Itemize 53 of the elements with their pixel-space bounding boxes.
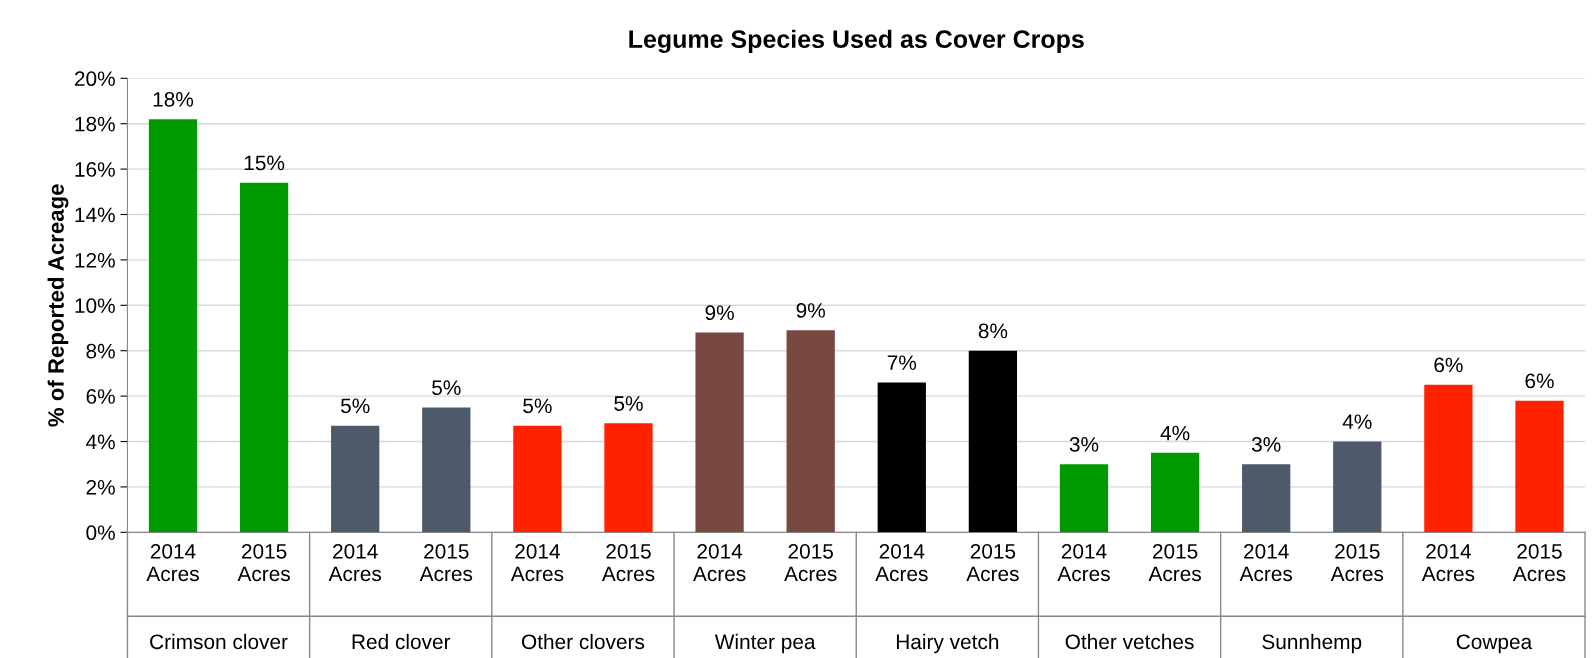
y-tick-label: 10% (75, 298, 115, 314)
y-tick-label: 8% (86, 343, 115, 359)
text: Other clovers (521, 633, 645, 650)
y-tick-label: 18% (75, 116, 115, 132)
x-tick-label: 2014 Acres (1057, 543, 1110, 582)
y-tick-label: 0% (86, 525, 115, 541)
y-tick-label: 2% (86, 479, 115, 495)
data-label: 3% (1251, 437, 1281, 452)
data-label: 9% (705, 305, 734, 321)
x-tick-label: 2015 Acres (1330, 543, 1384, 582)
x-tick-label: 2015 Acres (784, 543, 837, 582)
text: Sunnhemp (1262, 633, 1362, 654)
data-label: 5% (432, 380, 461, 396)
data-label: 5% (340, 398, 370, 414)
data-label: 5% (614, 396, 643, 411)
y-tick-label: 6% (86, 389, 115, 404)
text: Crimson clover (150, 633, 288, 650)
y-tick-label: 4% (86, 434, 115, 450)
y-tick-label: 16% (75, 162, 115, 177)
data-label: 9% (796, 303, 825, 318)
y-tick-label: 20% (74, 71, 115, 87)
data-label: 4% (1160, 425, 1190, 441)
data-label: 6% (1434, 357, 1463, 373)
x-tick-label: 2015 Acres (419, 543, 473, 582)
x-tick-label: 2014 Acres (693, 543, 746, 582)
y-tick-label: 12% (75, 252, 115, 268)
text: Cowpea (1456, 634, 1533, 654)
x-tick-label: 2015 Acres (237, 543, 290, 582)
data-label: 15% (244, 155, 285, 171)
data-label: 7% (887, 355, 917, 370)
x-tick-label: 2014 Acres (1421, 543, 1475, 582)
x-tick-label: 2015 Acres (966, 543, 1019, 582)
x-tick-label: 2014 Acres (510, 543, 564, 582)
x-tick-label: 2014 Acres (328, 543, 382, 582)
text: Other vetches (1065, 633, 1194, 650)
text: Hairy vetch (896, 633, 999, 654)
data-label: 3% (1069, 437, 1099, 452)
x-tick-label: 2014 Acres (1239, 543, 1293, 582)
text: Winter pea (714, 633, 816, 654)
x-tick-label: 2014 Acres (146, 543, 199, 582)
chart-title: Legume Species Used as Cover Crops (629, 29, 1084, 54)
x-tick-label: 2014 Acres (875, 543, 928, 582)
x-tick-label: 2015 Acres (1148, 543, 1201, 582)
x-tick-label: 2015 Acres (1512, 543, 1566, 582)
data-label: 5% (523, 398, 552, 414)
x-tick-label: 2015 Acres (601, 543, 655, 582)
data-label: 6% (1525, 373, 1554, 389)
y-tick-label: 14% (75, 207, 115, 223)
data-label: 4% (1342, 414, 1372, 429)
data-label: 18% (153, 91, 194, 107)
data-label: 8% (978, 323, 1008, 339)
text: Red clover (352, 633, 451, 650)
y-axis-title: % of Reported Acreage (47, 184, 69, 427)
